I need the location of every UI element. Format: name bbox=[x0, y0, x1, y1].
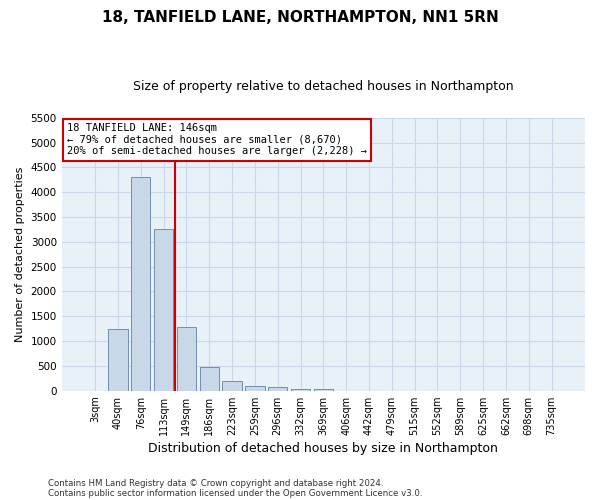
Title: Size of property relative to detached houses in Northampton: Size of property relative to detached ho… bbox=[133, 80, 514, 93]
Bar bbox=[131, 178, 151, 390]
Bar bbox=[291, 388, 310, 390]
Text: 18 TANFIELD LANE: 146sqm
← 79% of detached houses are smaller (8,670)
20% of sem: 18 TANFIELD LANE: 146sqm ← 79% of detach… bbox=[67, 123, 367, 156]
Bar bbox=[177, 327, 196, 390]
Bar bbox=[223, 382, 242, 390]
Bar bbox=[268, 387, 287, 390]
Bar bbox=[314, 389, 333, 390]
Text: Contains HM Land Registry data © Crown copyright and database right 2024.: Contains HM Land Registry data © Crown c… bbox=[48, 478, 383, 488]
Bar bbox=[108, 328, 128, 390]
Bar bbox=[245, 386, 265, 390]
Text: 18, TANFIELD LANE, NORTHAMPTON, NN1 5RN: 18, TANFIELD LANE, NORTHAMPTON, NN1 5RN bbox=[101, 10, 499, 25]
Y-axis label: Number of detached properties: Number of detached properties bbox=[15, 166, 25, 342]
Bar bbox=[154, 230, 173, 390]
Bar bbox=[200, 368, 219, 390]
Text: Contains public sector information licensed under the Open Government Licence v3: Contains public sector information licen… bbox=[48, 488, 422, 498]
X-axis label: Distribution of detached houses by size in Northampton: Distribution of detached houses by size … bbox=[148, 442, 498, 455]
